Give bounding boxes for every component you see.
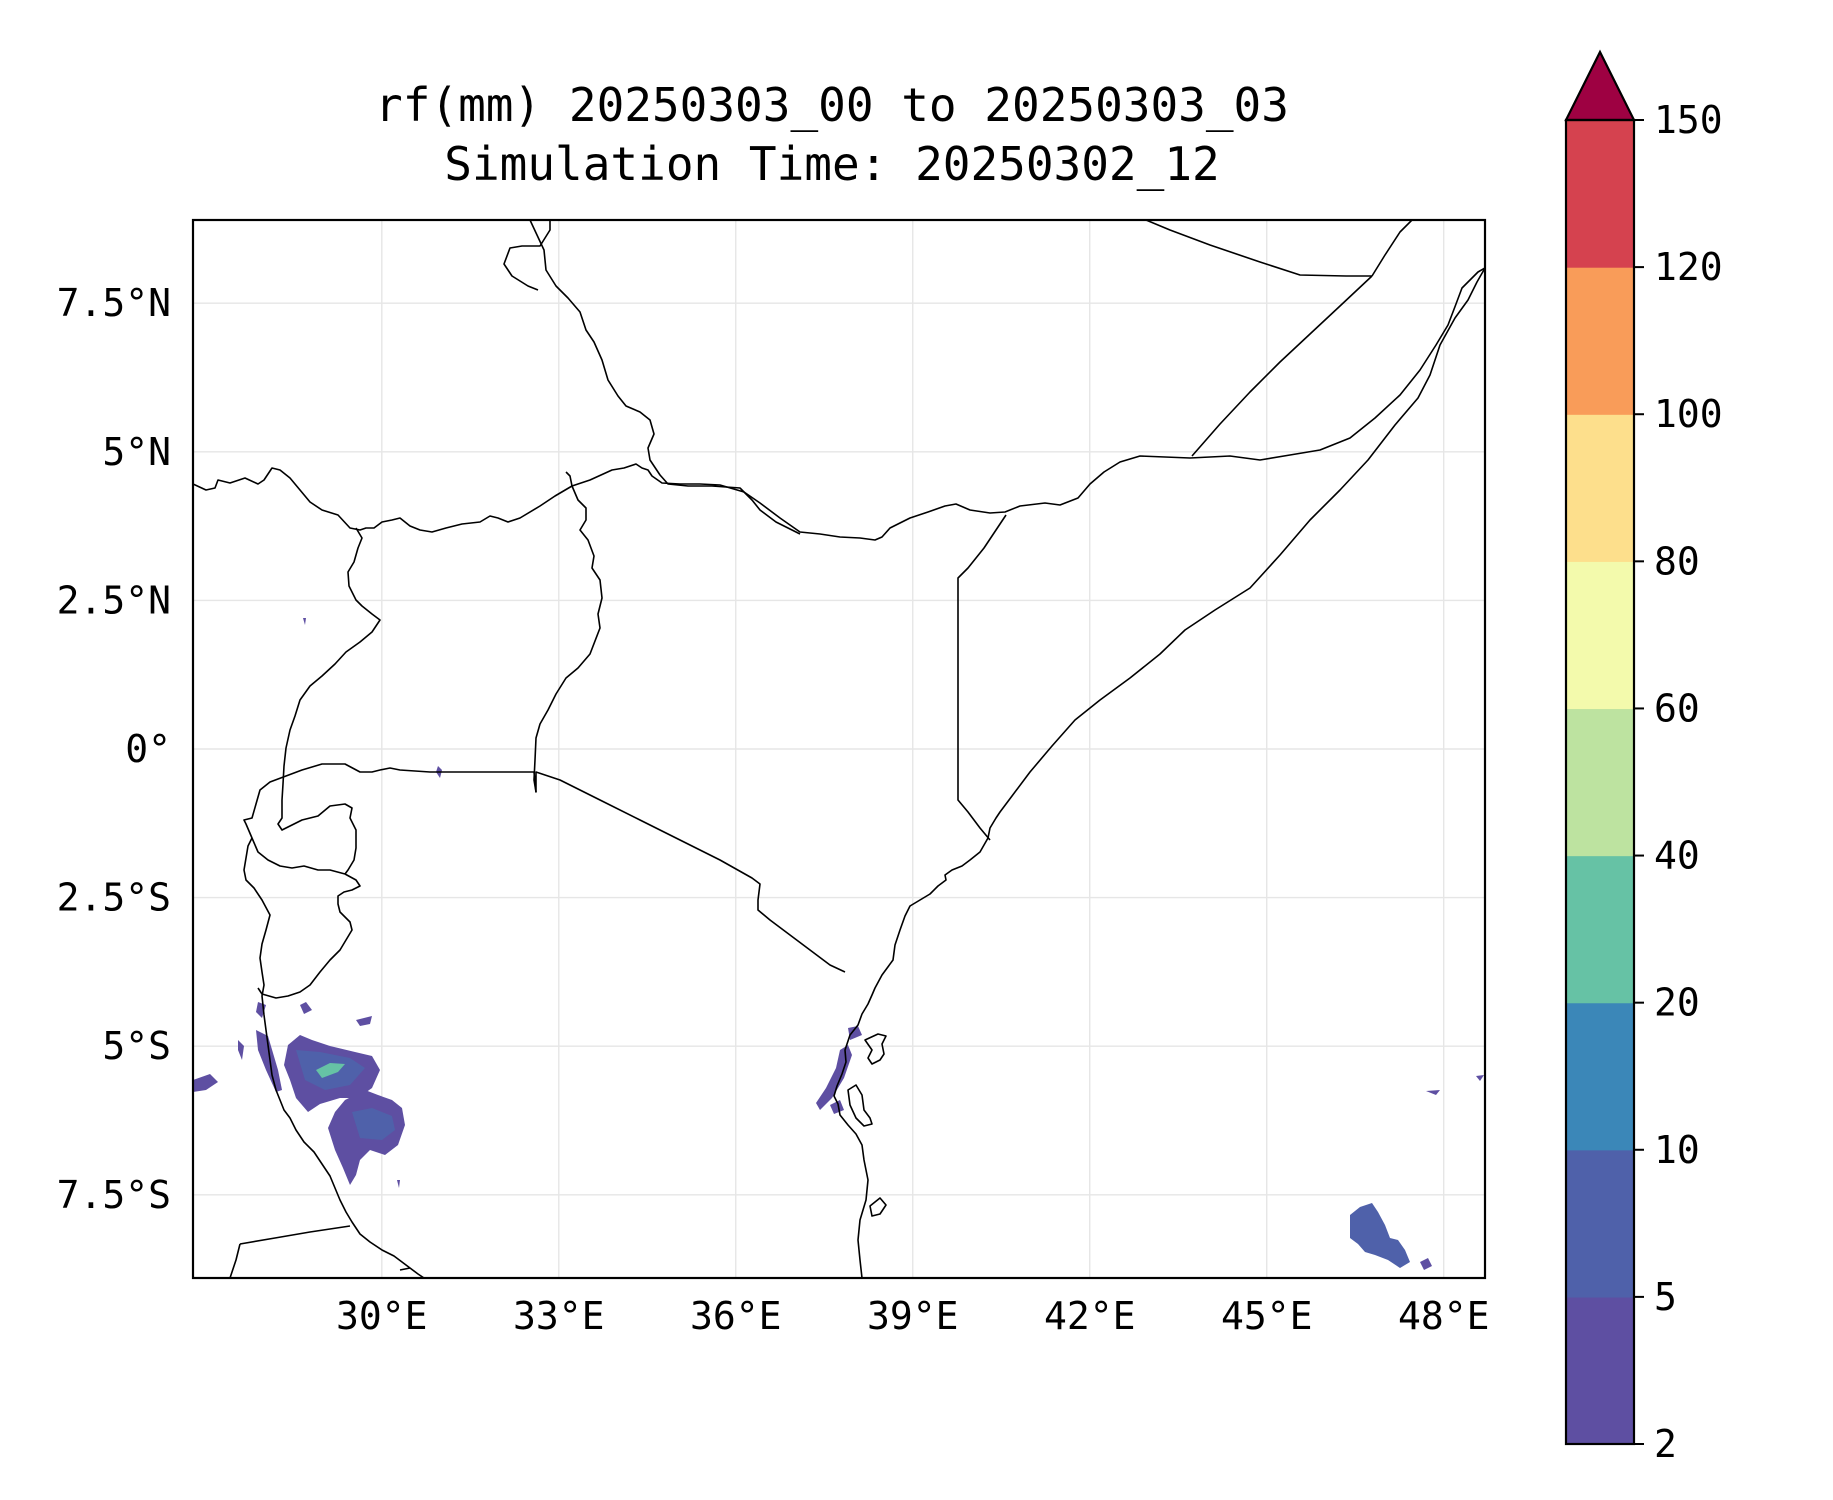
colorbar-tick-label: 2 <box>1654 1422 1677 1466</box>
x-tick-label: 30°E <box>336 1294 428 1338</box>
x-tick-label: 45°E <box>1221 1294 1313 1338</box>
latitude-tick-labels: 7.5°N 5°N 2.5°N 0° 2.5°S 5°S 7.5°S <box>57 281 171 1217</box>
colorbar: 2 5 10 20 40 60 80 100 120 150 <box>1564 49 1723 1466</box>
colorbar-segment <box>1566 267 1634 415</box>
y-tick-label: 2.5°S <box>57 876 171 920</box>
colorbar-tick-label: 100 <box>1654 392 1723 436</box>
y-tick-label: 2.5°N <box>57 578 171 622</box>
x-tick-label: 39°E <box>867 1294 959 1338</box>
colorbar-tick-label: 120 <box>1654 245 1723 289</box>
colorbar-tick-label: 40 <box>1654 834 1700 878</box>
colorbar-segment <box>1566 120 1634 268</box>
longitude-tick-labels: 30°E 33°E 36°E 39°E 42°E 45°E 48°E <box>336 1294 1489 1338</box>
colorbar-segment <box>1566 708 1634 857</box>
colorbar-tick-label: 5 <box>1654 1275 1677 1319</box>
coastlines-and-borders <box>193 220 1485 1278</box>
colorbar-tick-label: 150 <box>1654 98 1723 142</box>
y-tick-label: 5°S <box>102 1024 171 1068</box>
y-tick-label: 7.5°S <box>57 1173 171 1217</box>
colorbar-tick-label: 20 <box>1654 981 1700 1025</box>
colorbar-outline <box>1564 118 1636 1446</box>
map-frame <box>191 218 1487 1280</box>
map-title-line1: rf(mm) 20250303_00 to 20250303_03 <box>375 78 1289 132</box>
colorbar-segment <box>1566 414 1634 562</box>
y-tick-label: 5°N <box>102 430 171 474</box>
colorbar-segment <box>1566 1002 1634 1151</box>
colorbar-segment <box>1566 1296 1634 1445</box>
colorbar-tick-label: 60 <box>1654 686 1700 730</box>
gridlines <box>193 220 1485 1278</box>
colorbar-segment <box>1566 561 1634 710</box>
x-tick-label: 42°E <box>1044 1294 1136 1338</box>
x-tick-label: 48°E <box>1398 1294 1490 1338</box>
map-panel: 30°E 33°E 36°E 39°E 42°E 45°E 48°E 7.5°N 5°N 2.5… <box>57 218 1489 1338</box>
colorbar-segment <box>1566 855 1634 1004</box>
colorbar-segment <box>1566 1149 1634 1298</box>
y-tick-label: 7.5°N <box>57 281 171 325</box>
colorbar-extend-arrow <box>1564 49 1636 122</box>
x-tick-label: 33°E <box>513 1294 605 1338</box>
colorbar-tick-label: 10 <box>1654 1128 1700 1172</box>
colorbar-tick-label: 80 <box>1654 539 1700 583</box>
x-tick-label: 36°E <box>690 1294 782 1338</box>
y-tick-label: 0° <box>125 727 171 771</box>
rainfall-shading <box>193 618 1484 1270</box>
map-title-line2: Simulation Time: 20250302_12 <box>444 137 1219 191</box>
